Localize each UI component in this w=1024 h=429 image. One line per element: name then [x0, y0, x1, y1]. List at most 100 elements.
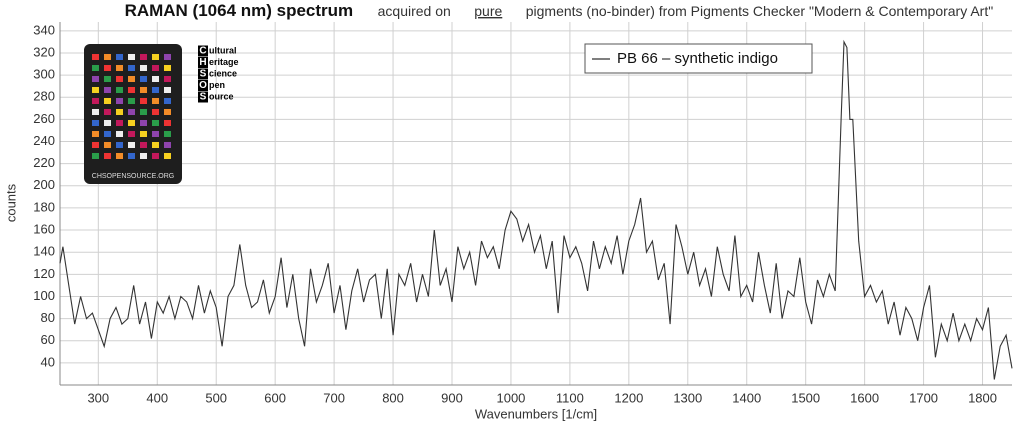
y-tick-label: 320 — [33, 44, 55, 59]
logo-swatch — [104, 65, 111, 71]
logo-swatch — [164, 98, 171, 104]
x-tick-label: 1000 — [496, 390, 525, 405]
x-axis-label: Wavenumbers [1/cm] — [475, 406, 597, 421]
y-tick-label: 300 — [33, 67, 55, 82]
y-tick-label: 260 — [33, 111, 55, 126]
logo-letter-box — [198, 68, 208, 80]
logo-swatch — [140, 87, 147, 93]
y-tick-label: 100 — [33, 288, 55, 303]
logo-swatch — [92, 87, 99, 93]
logo-swatch — [128, 109, 135, 115]
logo-swatch — [152, 65, 159, 71]
logo-swatch — [128, 131, 135, 137]
logo-swatch — [152, 87, 159, 93]
logo-swatch — [140, 131, 147, 137]
logo-swatch — [164, 131, 171, 137]
logo-letter: S — [200, 69, 207, 80]
y-tick-label: 40 — [41, 354, 55, 369]
logo-swatch — [116, 109, 123, 115]
logo-swatch — [104, 98, 111, 104]
logo-swatch — [92, 98, 99, 104]
x-tick-label: 1100 — [556, 390, 584, 405]
logo-swatch — [128, 142, 135, 148]
logo-swatch — [116, 65, 123, 71]
logo-swatch — [152, 120, 159, 126]
logo-word: cience — [209, 68, 237, 78]
logo-swatch — [140, 76, 147, 82]
logo-swatch — [140, 65, 147, 71]
logo-swatch — [116, 54, 123, 60]
y-tick-label: 240 — [33, 133, 55, 148]
logo-swatch — [116, 98, 123, 104]
logo-swatch — [152, 142, 159, 148]
logo-swatch — [104, 87, 111, 93]
logo-swatch — [92, 120, 99, 126]
logo-letter-box — [198, 45, 208, 57]
logo-swatch — [164, 87, 171, 93]
logo-swatch — [104, 120, 111, 126]
logo-letter: C — [199, 46, 206, 57]
logo-swatch — [152, 98, 159, 104]
x-tick-label: 1600 — [850, 390, 879, 405]
logo-swatch — [104, 109, 111, 115]
legend-box — [584, 43, 813, 74]
logo-word: eritage — [209, 57, 239, 67]
y-tick-label: 120 — [33, 266, 55, 281]
y-tick-label: 220 — [33, 155, 55, 170]
logo-swatch — [92, 65, 99, 71]
logo-swatch — [92, 76, 99, 82]
logo-swatch — [140, 120, 147, 126]
logo-swatch — [152, 76, 159, 82]
logo-swatch — [128, 65, 135, 71]
logo-swatch — [140, 142, 147, 148]
legend: PB 66 – synthetic indigo — [584, 43, 813, 74]
logo-swatch — [152, 54, 159, 60]
x-tick-label: 300 — [87, 390, 109, 405]
logo-swatch — [164, 54, 171, 60]
logo-swatch — [92, 54, 99, 60]
logo-letter-box — [198, 91, 208, 103]
logo-swatch — [128, 153, 135, 159]
x-tick-label: 1400 — [732, 390, 761, 405]
y-tick-label: 280 — [33, 89, 55, 104]
legend-label: PB 66 – synthetic indigo — [617, 50, 778, 67]
logo-letter: S — [200, 92, 207, 103]
logo-letter: H — [199, 57, 206, 68]
logo-swatch — [128, 54, 135, 60]
y-tick-label: 340 — [33, 22, 55, 37]
x-tick-label: 1200 — [614, 390, 643, 405]
x-tick-label: 1800 — [968, 390, 997, 405]
logo-letter-box — [198, 57, 208, 68]
logo-swatch — [128, 76, 135, 82]
logo-letter: O — [199, 80, 207, 91]
logo-swatch — [164, 153, 171, 159]
logo-swatch — [104, 142, 111, 148]
logo-swatch — [164, 142, 171, 148]
title-suffix: pigments (no-binder) from Pigments Check… — [526, 3, 993, 19]
title-underlined: pure — [474, 3, 502, 19]
logo-swatch — [128, 120, 135, 126]
logo-swatch — [116, 120, 123, 126]
logo-swatch — [116, 76, 123, 82]
x-tick-label: 500 — [205, 390, 227, 405]
logo-swatch — [92, 109, 99, 115]
y-tick-label: 160 — [33, 221, 55, 236]
logo-swatch — [152, 131, 159, 137]
spectrum-line — [59, 39, 1013, 380]
title-bold: RAMAN (1064 nm) spectrum — [125, 1, 354, 20]
logo-swatch — [164, 109, 171, 115]
logo-swatch — [116, 87, 123, 93]
x-tick-label: 900 — [441, 390, 463, 405]
x-tick-label: 400 — [146, 390, 168, 405]
x-tick-label: 1500 — [791, 390, 820, 405]
logo-swatch — [92, 131, 99, 137]
logo-caption: CHSOPENSOURCE.ORG — [92, 173, 174, 180]
logo-word: pen — [209, 80, 225, 90]
logo-swatch — [164, 120, 171, 126]
logo-swatch — [164, 65, 171, 71]
y-tick-label: 180 — [33, 199, 55, 214]
y-tick-label: 140 — [33, 244, 55, 259]
logo-swatch — [128, 87, 135, 93]
